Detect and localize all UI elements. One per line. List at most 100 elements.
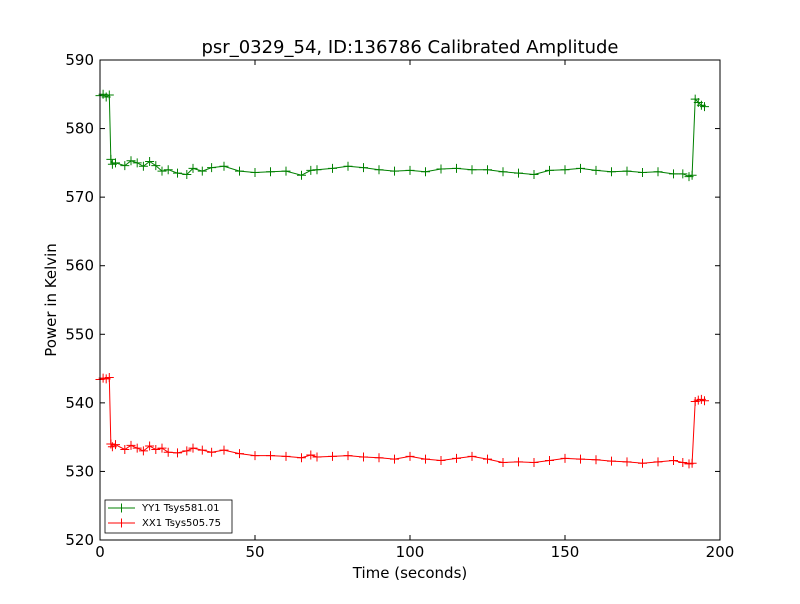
data-point-xx1 — [306, 450, 316, 460]
data-point-yy1 — [188, 163, 198, 173]
data-point-yy1 — [359, 163, 368, 173]
data-point-xx1 — [390, 454, 399, 464]
data-point-xx1 — [297, 453, 306, 463]
data-point-yy1 — [514, 168, 523, 178]
legend-marker-yy1 — [117, 503, 126, 513]
data-point-xx1 — [157, 443, 167, 453]
x-tick-label: 0 — [95, 543, 105, 561]
y-tick-label: 580 — [65, 120, 94, 138]
data-point-xx1 — [104, 372, 114, 382]
data-point-xx1 — [126, 440, 136, 450]
data-point-xx1 — [421, 454, 430, 464]
data-point-xx1 — [328, 451, 337, 461]
data-point-yy1 — [106, 154, 116, 164]
series-layer — [95, 89, 709, 469]
data-point-xx1 — [145, 441, 155, 451]
data-point-xx1 — [219, 445, 229, 455]
data-point-xx1 — [207, 447, 217, 457]
legend-label-xx1: XX1 Tsys505.75 — [142, 518, 221, 529]
data-point-xx1 — [452, 453, 461, 463]
data-point-yy1 — [173, 168, 182, 178]
data-point-yy1 — [390, 166, 399, 176]
data-point-yy1 — [306, 165, 316, 175]
series-xx1 — [95, 372, 709, 469]
data-point-yy1 — [576, 163, 585, 173]
data-point-yy1 — [132, 158, 142, 168]
data-point-xx1 — [111, 440, 120, 450]
data-point-xx1 — [687, 458, 697, 468]
data-point-xx1 — [250, 451, 260, 461]
data-point-yy1 — [529, 170, 539, 180]
data-point-yy1 — [145, 156, 155, 166]
data-point-yy1 — [235, 166, 244, 176]
data-point-xx1 — [151, 444, 161, 454]
data-point-xx1 — [591, 455, 601, 465]
data-point-yy1 — [483, 165, 492, 175]
x-tick-label: 150 — [551, 543, 580, 561]
data-point-xx1 — [188, 443, 198, 453]
x-tick-label: 100 — [396, 543, 425, 561]
data-point-yy1 — [498, 167, 508, 177]
data-point-yy1 — [436, 164, 446, 174]
data-point-xx1 — [138, 446, 148, 456]
data-point-xx1 — [173, 448, 182, 458]
data-point-yy1 — [374, 165, 384, 175]
y-tick-label: 570 — [65, 188, 94, 206]
data-point-xx1 — [560, 453, 570, 463]
data-point-yy1 — [328, 163, 337, 173]
data-point-xx1 — [607, 456, 616, 466]
data-point-yy1 — [281, 166, 291, 176]
data-point-yy1 — [163, 165, 173, 175]
y-tick-label: 560 — [65, 257, 94, 275]
data-point-xx1 — [653, 457, 663, 467]
data-point-yy1 — [421, 167, 430, 177]
data-point-xx1 — [467, 451, 477, 461]
series-yy1 — [95, 89, 709, 182]
data-point-yy1 — [111, 158, 120, 168]
data-point-xx1 — [669, 455, 678, 465]
data-point-yy1 — [250, 167, 260, 177]
data-point-yy1 — [219, 161, 229, 171]
data-point-yy1 — [182, 170, 192, 180]
y-tick-label: 550 — [65, 325, 94, 343]
legend-label-yy1: YY1 Tsys581.01 — [141, 503, 220, 514]
data-point-yy1 — [312, 165, 322, 175]
plot-frame — [99, 59, 721, 541]
data-point-xx1 — [678, 458, 688, 468]
y-tick-label: 520 — [65, 531, 94, 549]
data-point-xx1 — [266, 451, 275, 461]
data-point-xx1 — [622, 457, 632, 467]
legend-marker-xx1 — [117, 518, 126, 528]
data-point-yy1 — [343, 161, 353, 171]
data-point-xx1 — [545, 455, 554, 465]
data-point-xx1 — [359, 452, 368, 462]
data-point-xx1 — [343, 451, 353, 461]
data-point-yy1 — [638, 167, 647, 177]
x-tick-label: 200 — [706, 543, 735, 561]
data-point-yy1 — [669, 169, 678, 179]
series-line-yy1 — [99, 93, 705, 178]
data-point-xx1 — [700, 396, 709, 406]
data-point-yy1 — [607, 167, 616, 177]
data-point-xx1 — [120, 444, 130, 454]
data-point-yy1 — [197, 166, 207, 176]
data-point-yy1 — [266, 167, 275, 177]
data-point-yy1 — [545, 165, 554, 175]
data-point-yy1 — [560, 165, 570, 175]
data-point-xx1 — [312, 452, 322, 462]
data-point-yy1 — [405, 165, 415, 175]
data-point-xx1 — [163, 447, 173, 457]
data-point-yy1 — [120, 161, 130, 171]
legend: YY1 Tsys581.01 XX1 Tsys505.75 — [104, 499, 233, 534]
data-point-xx1 — [281, 451, 291, 461]
data-point-yy1 — [687, 170, 697, 180]
data-point-yy1 — [297, 170, 306, 180]
data-point-xx1 — [235, 449, 244, 459]
y-tick-label: 540 — [65, 394, 94, 412]
data-point-xx1 — [436, 455, 446, 465]
legend-box — [104, 499, 233, 534]
series-line-xx1 — [99, 376, 705, 465]
data-point-yy1 — [452, 163, 461, 173]
